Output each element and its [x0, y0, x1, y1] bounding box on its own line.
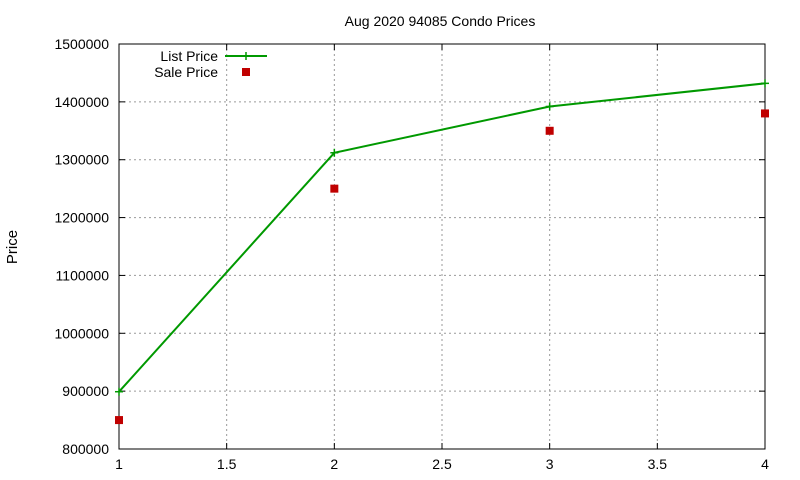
- series-layer: [115, 79, 769, 425]
- x-tick-label: 4: [761, 456, 769, 472]
- data-point: [761, 79, 769, 88]
- data-point: [545, 102, 554, 111]
- x-tick-label: 3: [546, 456, 554, 472]
- legend-label: Sale Price: [154, 64, 218, 80]
- y-tick-label: 1200000: [54, 210, 109, 226]
- data-point: [115, 387, 123, 396]
- x-tick-label: 2: [330, 456, 338, 472]
- series-1: [115, 79, 769, 396]
- y-tick-label: 1400000: [54, 94, 109, 110]
- y-tick-label: 1100000: [56, 267, 110, 283]
- y-tick-label: 800000: [62, 441, 109, 457]
- chart-title: Aug 2020 94085 Condo Prices: [345, 13, 536, 29]
- legend-swatch-marker: [242, 68, 250, 76]
- data-point: [545, 126, 554, 135]
- data-point: [115, 416, 123, 425]
- series-2: [115, 109, 769, 425]
- y-tick-label: 900000: [62, 383, 109, 399]
- x-tick-label: 3.5: [648, 456, 668, 472]
- x-tick-label: 1.5: [217, 456, 237, 472]
- data-point: [330, 148, 339, 157]
- legend-swatch-marker: [242, 52, 250, 60]
- x-tick-label: 1: [115, 456, 123, 472]
- y-tick-label: 1000000: [54, 325, 109, 341]
- axis-ticks: 800000 900000 1000000 1100000 1200000 1300000…: [54, 36, 769, 472]
- data-point: [761, 109, 769, 118]
- grid-lines: [119, 44, 765, 449]
- series-line: [118, 82, 766, 393]
- legend-label: List Price: [160, 48, 218, 64]
- y-tick-label: 1300000: [54, 152, 109, 168]
- y-axis-label: Price: [4, 230, 21, 264]
- x-tick-label: 2.5: [432, 456, 452, 472]
- data-point: [330, 184, 339, 193]
- y-tick-label: 1500000: [54, 36, 109, 52]
